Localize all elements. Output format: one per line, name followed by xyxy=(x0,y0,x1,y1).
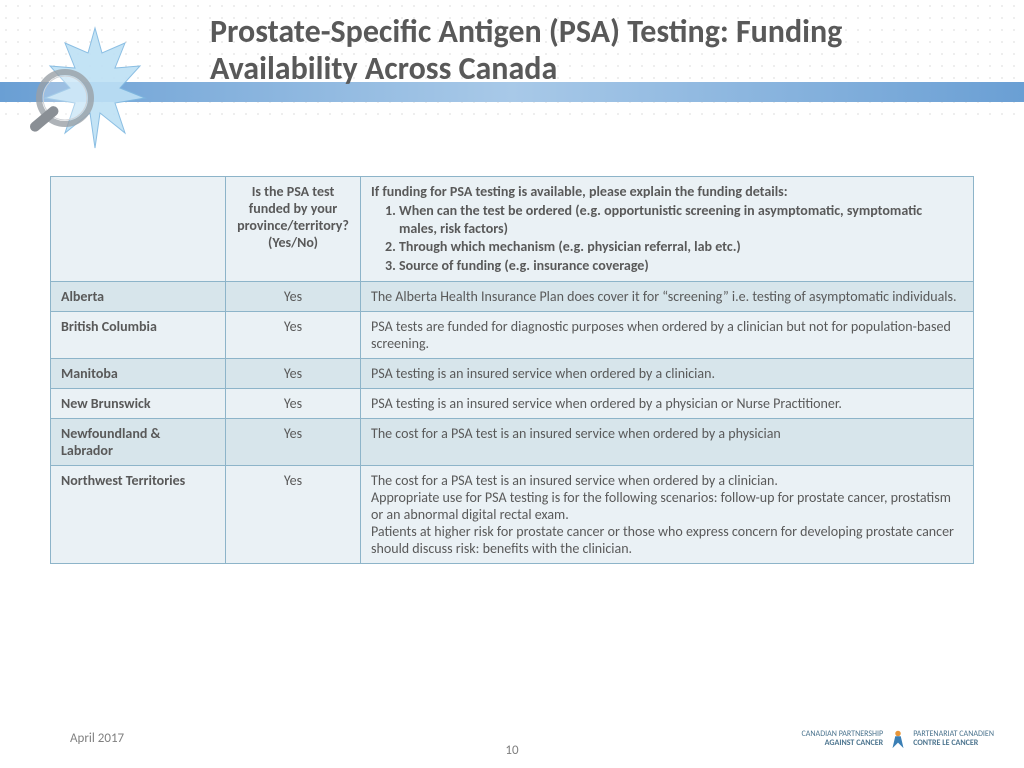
details-cell: The cost for a PSA test is an insured se… xyxy=(361,419,974,466)
table-row: Northwest TerritoriesYesThe cost for a P… xyxy=(51,466,974,564)
province-cell: Manitoba xyxy=(51,359,226,389)
partner-logo: CANADIAN PARTNERSHIP AGAINST CANCER PART… xyxy=(802,728,995,750)
slide-title: Prostate-Specific Antigen (PSA) Testing:… xyxy=(210,14,990,88)
ribbon-icon xyxy=(887,728,909,750)
details-cell: PSA testing is an insured service when o… xyxy=(361,389,974,419)
province-cell: British Columbia xyxy=(51,312,226,359)
header-funded: Is the PSA test funded by your province/… xyxy=(226,177,361,282)
funded-cell: Yes xyxy=(226,312,361,359)
funding-table: Is the PSA test funded by your province/… xyxy=(50,176,974,564)
funded-cell: Yes xyxy=(226,359,361,389)
logo-left-line2: AGAINST CANCER xyxy=(802,739,884,748)
province-cell: New Brunswick xyxy=(51,389,226,419)
table-row: Newfoundland & LabradorYesThe cost for a… xyxy=(51,419,974,466)
funded-cell: Yes xyxy=(226,282,361,312)
details-cell: PSA testing is an insured service when o… xyxy=(361,359,974,389)
details-cell: The cost for a PSA test is an insured se… xyxy=(361,466,974,564)
funded-cell: Yes xyxy=(226,419,361,466)
province-cell: Alberta xyxy=(51,282,226,312)
table-row: British ColumbiaYesPSA tests are funded … xyxy=(51,312,974,359)
province-cell: Northwest Territories xyxy=(51,466,226,564)
funded-cell: Yes xyxy=(226,466,361,564)
table-row: AlbertaYesThe Alberta Health Insurance P… xyxy=(51,282,974,312)
details-cell: The Alberta Health Insurance Plan does c… xyxy=(361,282,974,312)
header-details: If funding for PSA testing is available,… xyxy=(361,177,974,282)
funded-cell: Yes xyxy=(226,389,361,419)
header-details-item: Through which mechanism (e.g. physician … xyxy=(399,238,963,256)
maple-leaf-magnifier-icon xyxy=(20,18,170,168)
province-cell: Newfoundland & Labrador xyxy=(51,419,226,466)
header-details-intro: If funding for PSA testing is available,… xyxy=(371,183,788,200)
table-row: ManitobaYesPSA testing is an insured ser… xyxy=(51,359,974,389)
header-details-item: When can the test be ordered (e.g. oppor… xyxy=(399,202,963,237)
header-province xyxy=(51,177,226,282)
table-row: New BrunswickYesPSA testing is an insure… xyxy=(51,389,974,419)
logo-right-line2: CONTRE LE CANCER xyxy=(913,739,994,748)
details-cell: PSA tests are funded for diagnostic purp… xyxy=(361,312,974,359)
header-details-item: Source of funding (e.g. insurance covera… xyxy=(399,257,963,275)
